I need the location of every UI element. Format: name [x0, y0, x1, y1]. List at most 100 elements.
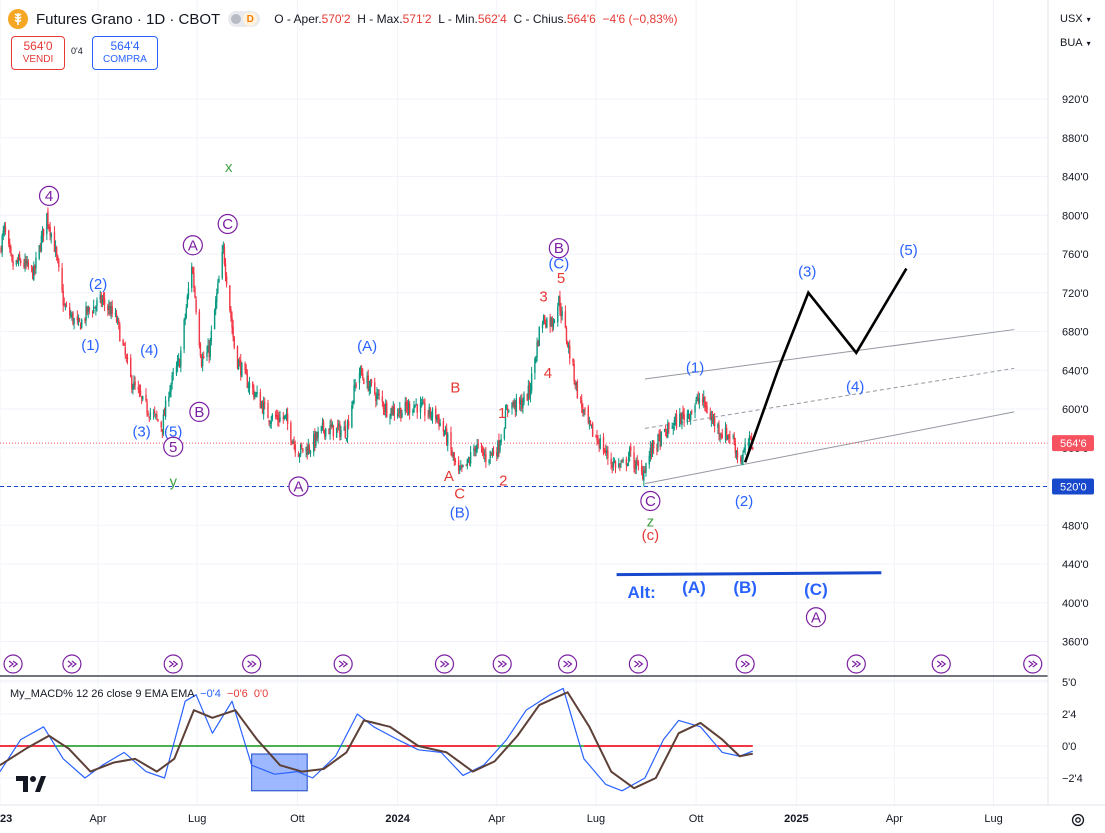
candle-body: [155, 413, 157, 415]
candle-body: [157, 419, 159, 422]
candle-body: [207, 345, 209, 353]
candle-body: [325, 428, 327, 437]
wave-label: (5): [164, 423, 182, 440]
candle-body: [656, 448, 658, 450]
candle-body: [664, 429, 667, 431]
candle-body: [160, 421, 162, 428]
candle-body: [450, 432, 452, 450]
candle-body: [535, 356, 537, 361]
candle-body: [50, 232, 52, 238]
candle-body: [666, 431, 668, 438]
candle-body: [691, 411, 693, 413]
buy-button[interactable]: 564'4 COMPRA: [92, 36, 158, 70]
candle-body: [518, 397, 521, 405]
candle-body: [404, 402, 406, 412]
candle-body: [87, 306, 89, 312]
price-tick-label: 600'0: [1062, 404, 1089, 416]
candle-body: [331, 423, 333, 428]
data-toggle[interactable]: D: [228, 11, 261, 27]
candle-body: [635, 460, 637, 470]
candle-body: [435, 408, 437, 420]
candle-body: [735, 451, 738, 455]
candle-body: [284, 414, 287, 416]
candle-body: [363, 379, 365, 384]
candle-body: [505, 409, 508, 411]
candle-body: [474, 446, 476, 452]
sell-button[interactable]: 564'0 VENDI: [11, 36, 65, 70]
candle-body: [360, 368, 363, 375]
wave-label: C: [645, 493, 656, 510]
wave-label: (2): [735, 493, 753, 510]
candle-body: [119, 324, 121, 342]
candle-body: [651, 440, 654, 453]
candle-body: [368, 386, 371, 392]
wave-label: (5): [899, 242, 917, 259]
wave-label: C: [222, 216, 233, 233]
candle-body: [749, 437, 752, 439]
event-marker-arrow: [1028, 660, 1038, 668]
wave-label: 2: [499, 473, 507, 490]
candle-body: [218, 278, 220, 283]
candle-body: [412, 410, 414, 413]
macd-legend[interactable]: My_MACD% 12 26 close 9 EMA EMA −0'4 −0'6…: [10, 688, 268, 700]
chevron-down-icon: ▾: [1086, 14, 1091, 24]
candle-body: [259, 392, 262, 409]
candle-body: [329, 425, 331, 434]
event-marker-arrow: [168, 660, 179, 668]
candle-body: [492, 450, 495, 455]
tradingview-logo-icon[interactable]: [16, 776, 46, 797]
candle-body: [740, 457, 742, 462]
candle-body: [424, 403, 426, 416]
candle-body: [163, 412, 166, 416]
candle-body: [137, 386, 140, 391]
candle-body: [71, 313, 73, 318]
candle-body: [238, 361, 241, 363]
candle-body: [148, 416, 150, 418]
candle-body: [172, 373, 174, 375]
candle-body: [199, 344, 202, 357]
wave-label: z: [647, 513, 655, 530]
contract-unit-select[interactable]: BUA ▾: [1056, 32, 1098, 54]
candle-body: [267, 402, 269, 419]
candle-body: [443, 433, 446, 435]
candle-body: [713, 417, 716, 427]
wave-label: (4): [846, 379, 864, 396]
candle-body: [81, 319, 83, 328]
candle-body: [545, 323, 547, 328]
candle-body: [247, 386, 250, 389]
candle-body: [406, 406, 409, 411]
candle-body: [301, 445, 303, 448]
wave-label: (2): [89, 276, 107, 293]
wave-label: (C): [804, 580, 828, 599]
candle-body: [362, 373, 364, 378]
candle-body: [490, 452, 493, 454]
candle-body: [279, 416, 281, 422]
wave-label: B: [554, 240, 564, 257]
candle-body: [278, 418, 280, 422]
candle-body: [48, 225, 50, 228]
close-label: C - Chius.: [513, 12, 567, 26]
gear-icon[interactable]: [1070, 812, 1086, 828]
candle-body: [621, 461, 623, 463]
candle-body: [399, 407, 401, 414]
candle-body: [69, 307, 71, 316]
candle-body: [559, 296, 561, 311]
candle-body: [230, 309, 232, 319]
candle-body: [91, 311, 94, 314]
time-tick-label: Lug: [587, 813, 605, 825]
currency-unit-select[interactable]: USX ▾: [1056, 8, 1098, 30]
change-value: −4'6 (−0,83%): [602, 12, 678, 26]
candle-body: [625, 459, 628, 466]
price-tick-label: 360'0: [1062, 637, 1089, 649]
macd-tick-label: −2'4: [1062, 773, 1083, 785]
candle-body: [626, 463, 629, 466]
chart-header: Futures Grano · 1D · CBOT D O - Aper.570…: [8, 8, 678, 30]
candle-body: [627, 457, 630, 463]
symbol-title[interactable]: Futures Grano · 1D · CBOT: [36, 10, 221, 28]
candle-body: [506, 408, 509, 411]
candle-body: [648, 455, 650, 465]
candle-body: [386, 402, 388, 417]
candle-body: [675, 414, 678, 428]
candle-body: [232, 326, 234, 337]
candle-body: [194, 288, 196, 298]
